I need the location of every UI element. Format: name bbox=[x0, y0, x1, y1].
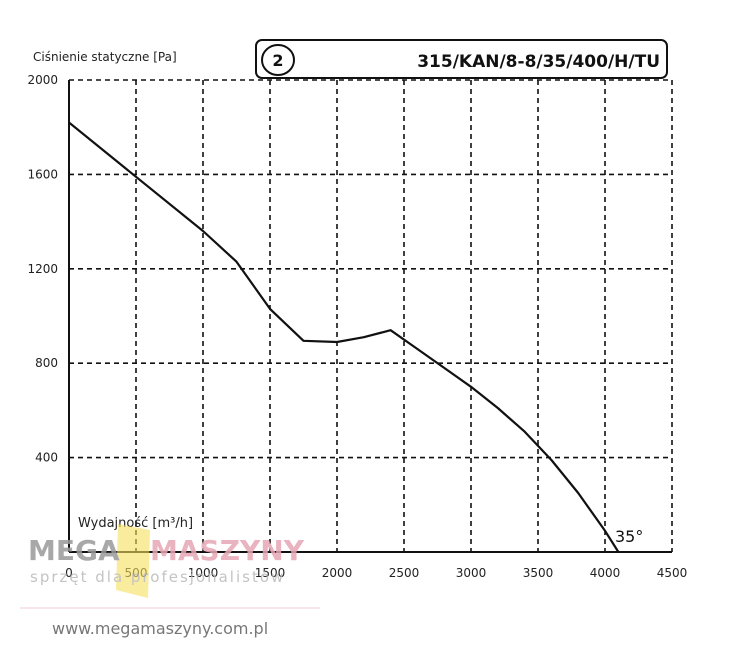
watermark-brand-right: MASZYNY bbox=[150, 534, 305, 567]
watermark-tagline: sprzęt dla profesjonalistów bbox=[30, 568, 285, 586]
x-tick-label-8: 4000 bbox=[590, 566, 621, 580]
model-badge-number: 2 bbox=[272, 51, 283, 70]
watermark-url: www.megamaszyny.com.pl bbox=[52, 619, 268, 638]
y-tick-label-2: 1200 bbox=[27, 262, 58, 276]
x-tick-label-6: 3000 bbox=[456, 566, 487, 580]
series bbox=[68, 121, 620, 553]
performance-curve-0 bbox=[68, 121, 620, 553]
model-title-box bbox=[255, 39, 668, 79]
x-tick-label-4: 2000 bbox=[322, 566, 353, 580]
x-axis-label: Wydajność [m³/h] bbox=[78, 516, 193, 531]
x-tick-label-7: 3500 bbox=[523, 566, 554, 580]
x-tick-label-2: 1000 bbox=[188, 566, 219, 580]
y-tick-label-1: 800 bbox=[35, 356, 58, 370]
y-tick-label-3: 1600 bbox=[27, 167, 58, 181]
x-tick-label-5: 2500 bbox=[389, 566, 420, 580]
watermark-brand-left: MEGA bbox=[28, 534, 120, 567]
model-name: 315/KAN/8-8/35/400/H/TU bbox=[417, 52, 660, 72]
x-tick-label-0: 0 bbox=[65, 566, 73, 580]
watermark: MEGA MASZYNY sprzęt dla profesjonalistów bbox=[20, 524, 320, 609]
axes bbox=[68, 80, 672, 553]
watermark-logo-icon bbox=[116, 524, 150, 598]
grid bbox=[69, 79, 673, 552]
model-badge-circle bbox=[261, 44, 295, 76]
x-tick-label-3: 1500 bbox=[255, 566, 286, 580]
tick-labels: 0500100015002000250030003500400045004008… bbox=[27, 73, 687, 580]
blade-angle-label: 35° bbox=[615, 527, 643, 546]
y-tick-label-4: 2000 bbox=[27, 73, 58, 87]
y-tick-label-0: 400 bbox=[35, 451, 58, 465]
y-axis-label: Ciśnienie statyczne [Pa] bbox=[33, 50, 177, 64]
x-tick-label-9: 4500 bbox=[657, 566, 688, 580]
